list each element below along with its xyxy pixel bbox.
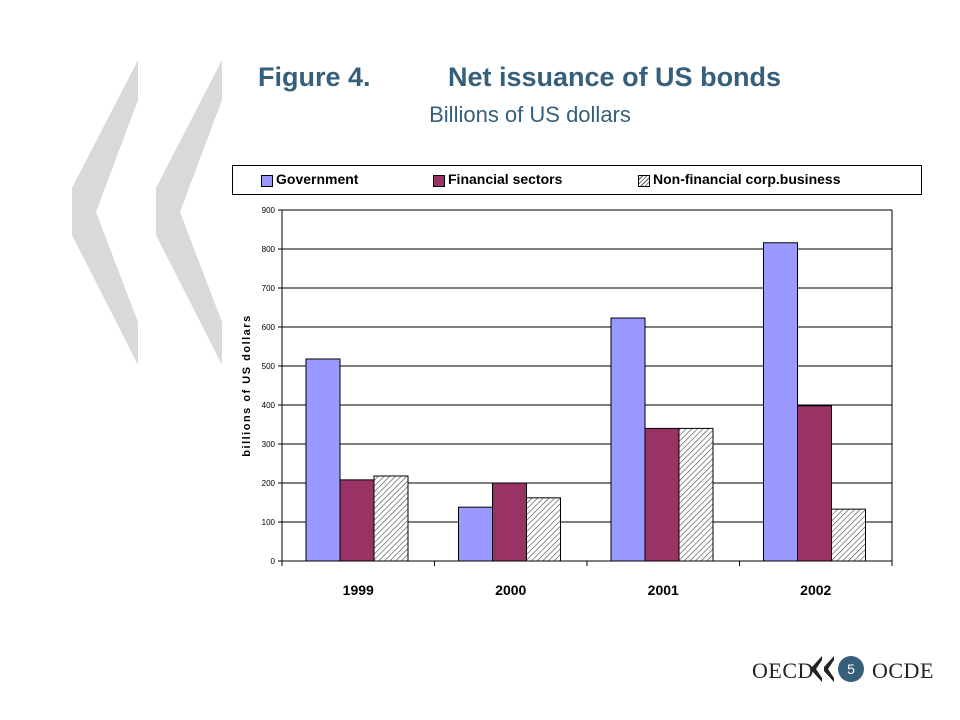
bar-non-financial-corp-business-2002: [831, 508, 866, 562]
figure-title: Net issuance of US bonds: [448, 62, 782, 92]
figure-number: Figure 4.: [258, 62, 371, 92]
page-subtitle: Billions of US dollars: [429, 102, 631, 127]
bar-government-2000: [458, 506, 493, 562]
chevron-left-shape: [72, 60, 138, 365]
y-tick-label: 900: [262, 206, 276, 215]
legend-swatch-government: [261, 175, 273, 187]
legend-swatch-financial: [433, 175, 445, 187]
legend-label-government: Government: [276, 171, 359, 187]
bar-non-financial-corp-business-2000: [526, 497, 561, 562]
y-tick-label: 200: [262, 479, 276, 488]
bar-financial-sectors-2000: [492, 482, 527, 562]
legend-label-financial: Financial sectors: [448, 171, 563, 187]
x-tick-label: 2002: [800, 582, 831, 598]
bar-government-2001: [610, 317, 646, 562]
y-tick-label: 800: [262, 245, 276, 254]
logo-chevron-icon: [812, 656, 834, 682]
y-tick-label: 100: [262, 518, 276, 527]
x-tick-label: 2001: [648, 582, 679, 598]
y-tick-label: 600: [262, 323, 276, 332]
x-tick-label: 2000: [495, 582, 526, 598]
page-title: Figure 4. Net issuance of US bonds: [258, 62, 898, 93]
bar-financial-sectors-1999: [339, 479, 375, 562]
bar-government-1999: [305, 358, 341, 562]
y-tick-label: 0: [271, 557, 276, 566]
title-block: Figure 4. Net issuance of US bonds: [258, 62, 898, 93]
logo-text-ocde: OCDE: [872, 658, 934, 683]
x-tick-label: 1999: [343, 582, 374, 598]
oecd-logo: OECD 5 OCDE: [752, 650, 942, 690]
y-axis-label: billions of US dollars: [241, 314, 253, 456]
legend-label-nonfinancial: Non-financial corp.business: [653, 171, 841, 187]
y-tick-label: 500: [262, 362, 276, 371]
y-tick-label: 300: [262, 440, 276, 449]
oecd-chevron-decoration: [72, 60, 222, 365]
chevron-right-shape: [156, 60, 222, 365]
bar-non-financial-corp-business-2001: [678, 427, 714, 562]
logo-text-oecd: OECD: [752, 658, 814, 683]
y-tick-label: 400: [262, 401, 276, 410]
bar-government-2002: [763, 242, 798, 562]
y-tick-label: 700: [262, 284, 276, 293]
legend-swatch-nonfinancial: [638, 175, 650, 187]
bar-financial-sectors-2002: [797, 405, 832, 562]
page-number: 5: [838, 656, 864, 682]
bar-chart: 0 100 200 300 400 500 600 700 800 900 1999 2000 2001…: [241, 206, 893, 598]
bar-non-financial-corp-business-1999: [373, 475, 409, 562]
chart-legend: Government Financial sectors Non-financi…: [232, 165, 922, 195]
bar-financial-sectors-2001: [644, 427, 680, 562]
